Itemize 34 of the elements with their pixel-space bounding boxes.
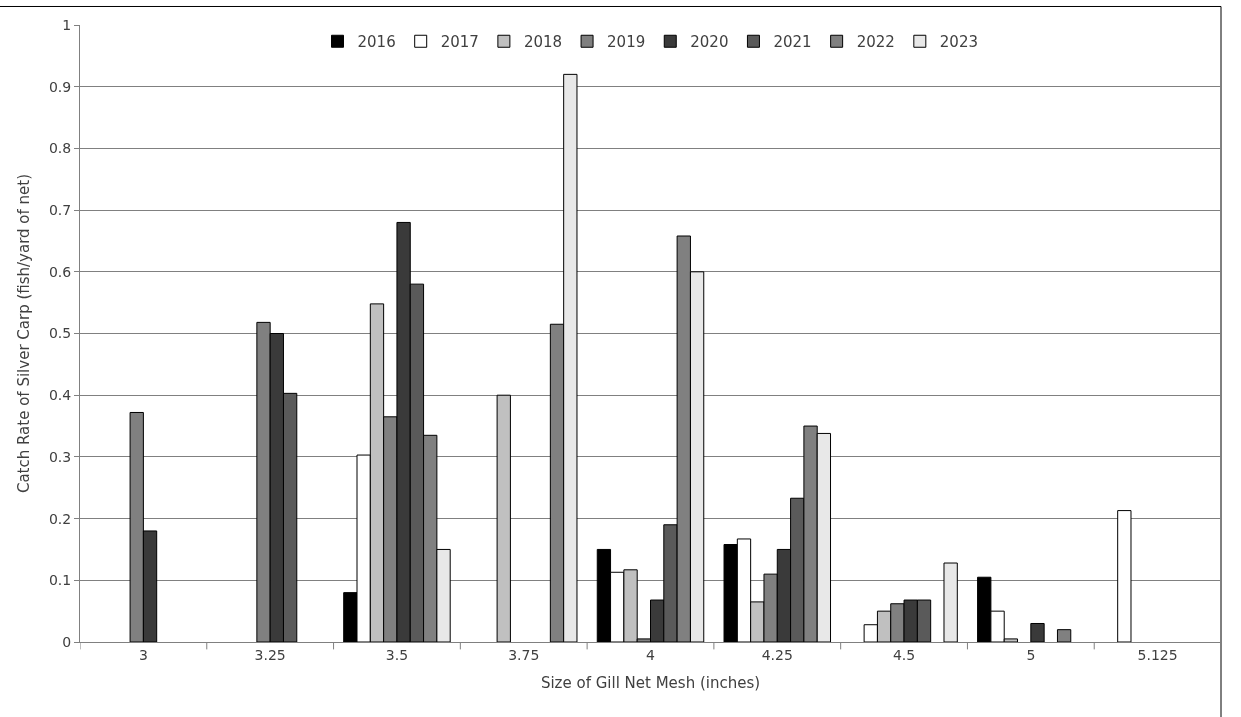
- y-tick-label: 0.7: [48, 202, 72, 218]
- x-tick-label: 3.75: [508, 646, 540, 663]
- y-tick-label: 1: [62, 16, 72, 33]
- x-tick-label: 3: [138, 646, 148, 663]
- y-tick-label: 0.3: [48, 448, 72, 465]
- legend-label: 2021: [773, 33, 812, 52]
- x-tick-label: 4.5: [892, 646, 916, 663]
- legend-label: 2016: [357, 33, 396, 52]
- x-tick-label: 4.25: [761, 646, 793, 663]
- x-axis-title: Size of Gill Net Mesh (inches): [540, 673, 761, 692]
- y-tick-label: 0.9: [48, 78, 72, 95]
- legend-label: 2020: [690, 33, 729, 52]
- bar: [496, 394, 511, 642]
- legend-label: 2018: [523, 33, 563, 52]
- y-tick-label: 0.4: [48, 387, 72, 404]
- y-tick-label: 0.6: [48, 263, 72, 280]
- bar: [1030, 622, 1045, 642]
- y-tick-label: 0.2: [48, 510, 72, 527]
- x-tick-label: 4: [646, 646, 656, 663]
- y-tick-label: 0.8: [48, 140, 72, 157]
- y-tick-label: 0.1: [48, 572, 72, 589]
- legend-label: 2022: [856, 33, 895, 52]
- x-tick-label: 5.125: [1137, 646, 1178, 663]
- legend-label: 2023: [939, 33, 978, 52]
- x-tick-label: 3.5: [385, 646, 409, 663]
- y-tick-label: 0: [62, 633, 72, 650]
- x-tick-label: 5: [1026, 646, 1036, 663]
- y-axis-title: Catch Rate of Silver Carp (fish/yard of net): [15, 173, 34, 494]
- y-tick-label: 0.5: [48, 325, 72, 342]
- bar: [1117, 510, 1132, 642]
- legend-label: 2017: [440, 33, 479, 52]
- x-tick-label: 3.25: [254, 646, 286, 663]
- legend-label: 2019: [607, 33, 646, 52]
- bar: [943, 562, 958, 642]
